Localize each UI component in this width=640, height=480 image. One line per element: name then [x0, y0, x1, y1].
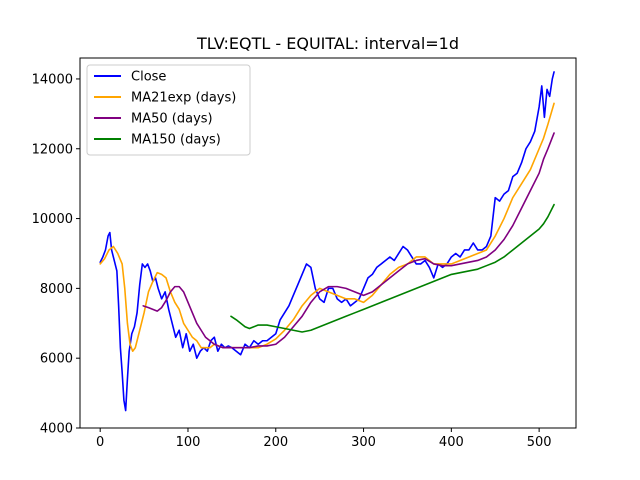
x-tick-label: 0 [96, 435, 104, 450]
series-line-ma50-days [142, 132, 555, 349]
plot-frame [79, 57, 577, 429]
y-tick-label: 14000 [32, 72, 73, 87]
x-axis: 0 100 200 300 400 500 [96, 428, 552, 450]
y-tick-label: 4000 [40, 422, 73, 437]
legend-label-ma21exp-days: MA21exp (days) [131, 91, 236, 106]
x-tick-label: 500 [527, 435, 552, 450]
series-line-ma150-days [230, 203, 555, 333]
legend-label-ma150-days: MA150 (days) [131, 133, 221, 148]
legend-label-ma50-days: MA50 (days) [131, 112, 213, 127]
legend-box [86, 64, 251, 156]
x-tick-label: 300 [351, 435, 376, 450]
series-layer [99, 71, 555, 412]
y-tick-label: 6000 [40, 352, 73, 367]
y-tick-label: 10000 [32, 212, 73, 227]
y-tick-label: 12000 [32, 142, 73, 157]
series-line-close [99, 71, 555, 412]
chart-title: TLV:EQTL - EQUITAL: interval=1d [196, 34, 459, 53]
y-tick-label: 8000 [40, 282, 73, 297]
y-axis: 4000 6000 8000 10000 12000 14000 [32, 72, 80, 437]
series-line-ma21exp-days [99, 102, 555, 353]
x-tick-label: 200 [263, 435, 288, 450]
x-tick-label: 400 [439, 435, 464, 450]
x-tick-label: 100 [176, 435, 201, 450]
legend: Close MA21exp (days) MA50 (days) MA150 (day… [86, 64, 251, 156]
legend-label-close: Close [131, 70, 166, 85]
